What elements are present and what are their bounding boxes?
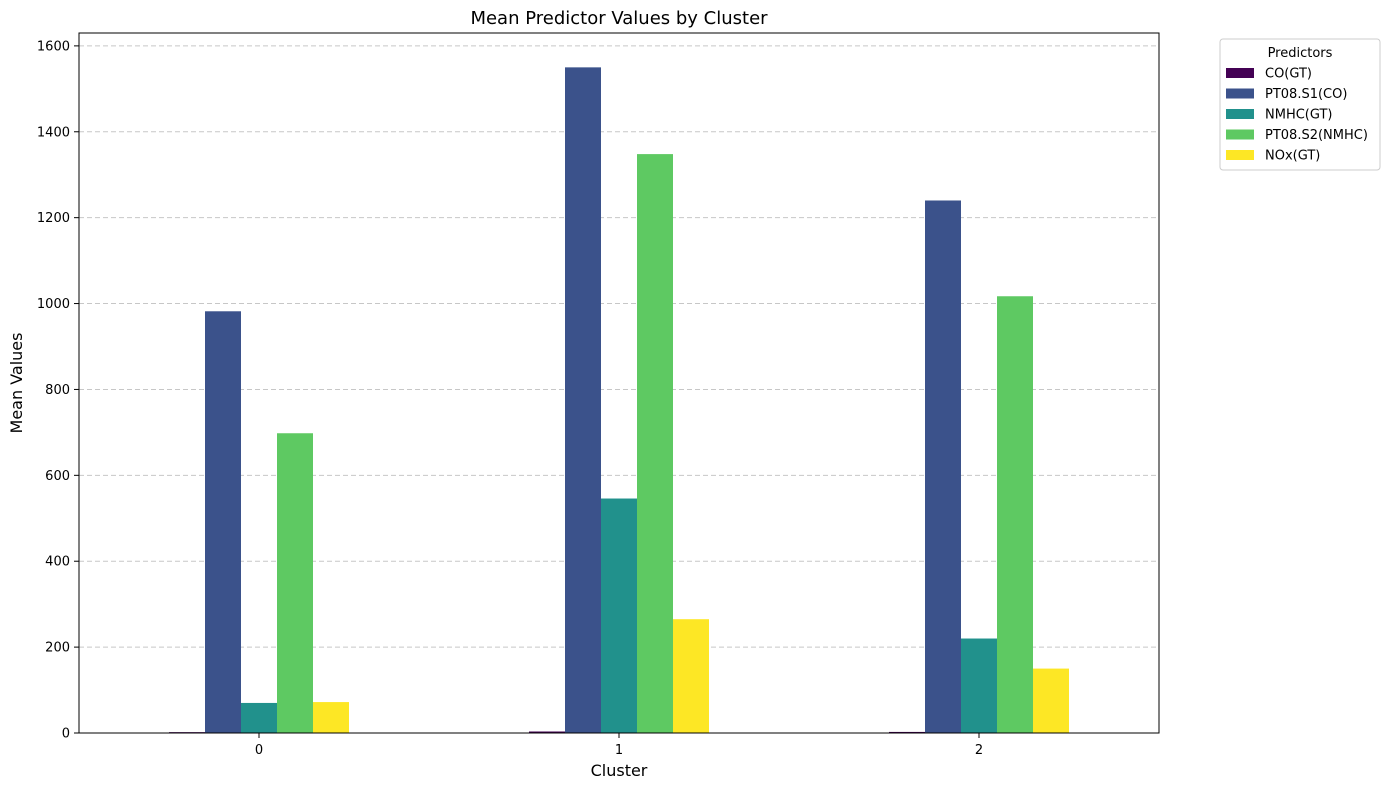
y-tick-label: 1000 <box>37 297 70 312</box>
bar-pt08-s2-nmhc-cluster-1 <box>637 154 673 733</box>
bar-co-gt-cluster-2 <box>889 731 925 733</box>
y-tick-label: 200 <box>45 641 70 656</box>
y-tick-label: 1600 <box>37 39 70 54</box>
y-tick-label: 0 <box>62 727 70 742</box>
y-tick-label: 600 <box>45 469 70 484</box>
bar-pt08-s1-co-cluster-1 <box>565 67 601 733</box>
bar-pt08-s1-co-cluster-2 <box>925 200 961 733</box>
bar-nmhc-gt-cluster-1 <box>601 498 637 733</box>
y-tick-label: 1200 <box>37 211 70 226</box>
y-axis: 0 200 400 600 800 1000 1200 1400 1600 <box>37 39 79 742</box>
x-axis-label: Cluster <box>591 761 648 780</box>
bar-pt08-s1-co-cluster-0 <box>205 311 241 733</box>
legend-box <box>1219 38 1381 171</box>
legend-swatch <box>1226 150 1254 160</box>
legend-swatch <box>1226 129 1254 140</box>
x-tick-label: 0 <box>255 743 263 758</box>
bar-nox-gt-cluster-2 <box>1033 668 1069 733</box>
legend-entry-label: NMHC(GT) <box>1265 108 1333 123</box>
bar-pt08-s2-nmhc-cluster-0 <box>277 433 313 733</box>
legend-swatch <box>1226 68 1254 78</box>
bar-nox-gt-cluster-1 <box>673 619 709 733</box>
legend-entry-label: PT08.S1(CO) <box>1265 87 1347 102</box>
legend-entry-label: CO(GT) <box>1265 67 1312 82</box>
x-tick-label: 2 <box>975 743 983 758</box>
x-tick-label: 1 <box>615 743 623 758</box>
bar-nmhc-gt-cluster-2 <box>961 638 997 733</box>
legend-entry-label: PT08.S2(NMHC) <box>1265 128 1368 143</box>
bar-co-gt-cluster-1 <box>529 731 565 733</box>
bars <box>169 67 1069 733</box>
y-tick-label: 800 <box>45 383 70 398</box>
legend-title: Predictors <box>1268 46 1333 61</box>
chart-title: Mean Predictor Values by Cluster <box>470 8 768 29</box>
x-axis: 0 1 2 <box>255 733 983 758</box>
bar-nmhc-gt-cluster-0 <box>241 702 277 733</box>
bar-pt08-s2-nmhc-cluster-2 <box>997 296 1033 733</box>
bar-nox-gt-cluster-0 <box>313 702 349 733</box>
legend: Predictors CO(GT) PT08.S1(CO) NMHC(GT) PT08… <box>1219 38 1381 171</box>
y-axis-label: Mean Values <box>7 333 26 434</box>
y-tick-label: 1400 <box>37 125 70 140</box>
legend-swatch <box>1226 88 1254 99</box>
legend-entry-label: NOx(GT) <box>1265 149 1320 164</box>
y-tick-label: 400 <box>45 555 70 570</box>
legend-swatch <box>1226 109 1254 119</box>
